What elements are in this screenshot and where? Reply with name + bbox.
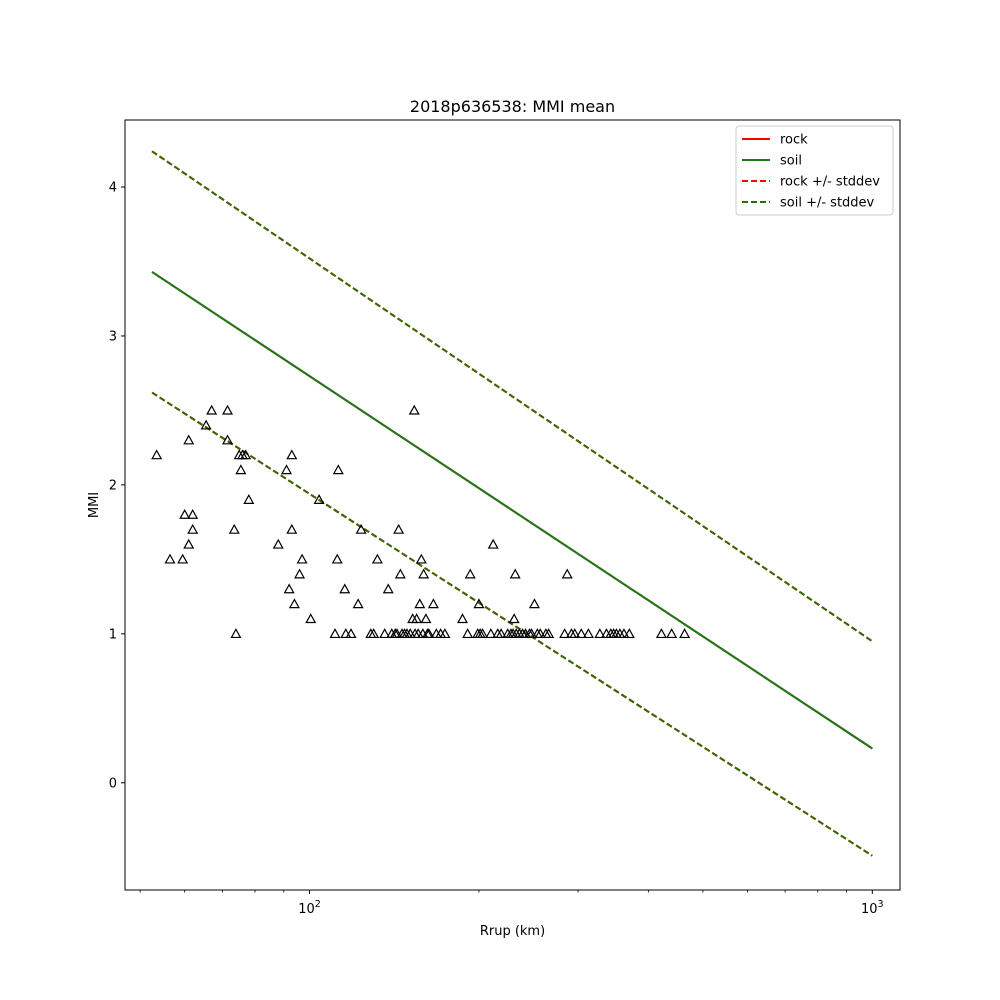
data-point (487, 538, 499, 549)
y-tick-label: 1 (109, 627, 117, 642)
y-axis-label: MMI (87, 492, 102, 518)
data-point (177, 553, 189, 564)
data-point (280, 464, 293, 475)
x-tick-label: 102 (298, 899, 321, 917)
data-point (222, 434, 234, 445)
data-point (569, 628, 581, 639)
data-point (200, 419, 212, 430)
data-point (183, 434, 195, 445)
data-point (286, 449, 298, 460)
data-point (561, 568, 573, 579)
data-point (286, 523, 298, 534)
y-tick-label: 0 (109, 776, 117, 791)
data-point (456, 613, 469, 624)
data-point (272, 538, 284, 549)
data-point (313, 494, 325, 504)
data-point (243, 494, 255, 504)
data-point (411, 613, 423, 624)
data-point (164, 553, 176, 564)
data-point (379, 628, 391, 639)
data-point (495, 628, 507, 639)
data-point (623, 628, 635, 639)
legend-label: soil +/- stddev (780, 196, 875, 211)
data-point (427, 598, 439, 609)
data-point (462, 628, 474, 639)
data-point (288, 598, 300, 609)
series-line-soil-stddev (151, 391, 873, 857)
data-point (414, 598, 426, 609)
legend-box (735, 125, 894, 216)
data-point (329, 628, 341, 639)
y-tick-label: 2 (109, 478, 117, 493)
legend-label: rock (780, 133, 808, 148)
data-point (183, 538, 195, 549)
data-point (368, 628, 380, 639)
data-point (294, 568, 306, 579)
y-axis: 0 1 2 3 4 (109, 181, 125, 791)
data-point (235, 464, 247, 475)
data-point (371, 553, 383, 564)
y-tick-label: 4 (109, 181, 117, 196)
data-point (655, 628, 667, 639)
data-point (582, 628, 594, 639)
data-point (528, 598, 540, 609)
data-point (393, 523, 405, 534)
data-point (525, 628, 538, 639)
data-point (331, 553, 343, 564)
data-point (355, 523, 367, 534)
data-point (283, 583, 295, 594)
data-point (345, 628, 357, 639)
axes-frame (124, 119, 901, 891)
data-point (230, 628, 242, 639)
series-line-soil (151, 271, 873, 750)
data-point (509, 568, 521, 579)
data-point (415, 553, 427, 564)
data-point (222, 404, 234, 415)
data-point (543, 628, 555, 639)
data-point (473, 598, 485, 609)
data-point (418, 568, 430, 579)
data-point (508, 613, 520, 624)
data-point (332, 464, 344, 475)
data-point (305, 613, 317, 624)
data-point (477, 628, 489, 639)
data-point (394, 568, 406, 579)
data-point (420, 613, 432, 624)
data-point (594, 628, 606, 639)
series-line-soil-stddev (151, 150, 873, 643)
chart-title: 2018p636538: MMI mean (410, 97, 615, 116)
legend-label: soil (780, 154, 802, 169)
data-point (179, 508, 191, 519)
data-point (559, 628, 571, 639)
legend-label: rock +/- stddev (780, 175, 880, 190)
data-point (228, 523, 240, 534)
data-point (618, 628, 630, 639)
data-point (382, 583, 394, 594)
data-point (340, 628, 352, 639)
x-axis-label: Rrup (km) (480, 924, 545, 939)
data-point (534, 628, 546, 639)
data-point (439, 628, 451, 639)
data-point (485, 628, 497, 639)
data-point (240, 449, 252, 460)
data-point (352, 598, 364, 609)
plot-area (151, 150, 873, 857)
data-point (206, 404, 218, 415)
data-point (408, 404, 420, 415)
data-point (187, 508, 199, 519)
data-point (575, 628, 587, 639)
x-axis: 102 103 (139, 890, 884, 917)
data-point (151, 449, 163, 460)
x-tick-label: 103 (861, 899, 884, 917)
data-point (666, 628, 678, 639)
data-point (187, 523, 199, 534)
data-point (679, 628, 691, 639)
data-point (423, 628, 435, 639)
legend: rock soil rock +/- stddev soil +/- stddev (735, 125, 894, 216)
data-point (464, 568, 476, 579)
data-point (339, 583, 351, 594)
data-point (296, 553, 308, 564)
y-tick-label: 3 (109, 329, 117, 344)
